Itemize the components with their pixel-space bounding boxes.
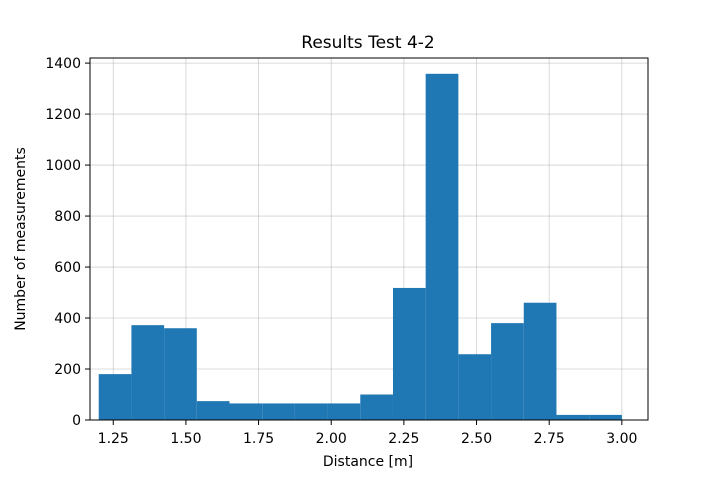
y-tick-label: 1000 — [45, 158, 81, 174]
y-tick-label: 800 — [54, 209, 81, 225]
chart-title: Results Test 4-2 — [301, 33, 434, 53]
histogram-bar-1 — [98, 374, 132, 420]
histogram-bar-2 — [131, 325, 165, 420]
x-tick-label: 2.75 — [534, 431, 565, 447]
histogram-bar-15 — [556, 414, 590, 420]
histogram-bar-11 — [425, 73, 459, 420]
histogram-bar-10 — [392, 287, 426, 420]
x-axis-label: Distance [m] — [323, 454, 413, 470]
plot-frame — [89, 57, 649, 421]
y-tick-label: 400 — [54, 311, 81, 327]
x-tick-label: 1.25 — [98, 431, 129, 447]
histogram-bar-8 — [327, 403, 361, 420]
y-axis-label: Number of measurements — [13, 147, 29, 331]
y-tick-label: 1400 — [45, 56, 81, 72]
y-tick-label: 1200 — [45, 107, 81, 123]
histogram-bar-7 — [294, 403, 328, 420]
axes — [89, 57, 649, 421]
histogram-bar-5 — [229, 403, 263, 420]
histogram-bar-14 — [523, 302, 557, 420]
x-tick-label: 2.50 — [461, 431, 492, 447]
x-axis-ticks: 1.25 1.50 1.75 2.00 2.25 2.50 2.75 3.00 — [98, 420, 637, 447]
x-tick-label: 2.00 — [316, 431, 347, 447]
y-tick-label: 200 — [54, 362, 81, 378]
histogram-bar-6 — [262, 403, 295, 420]
x-tick-label: 1.75 — [243, 431, 274, 447]
x-tick-label: 3.00 — [606, 431, 637, 447]
x-tick-label: 2.25 — [388, 431, 419, 447]
histogram-bars — [98, 73, 622, 420]
y-tick-label: 0 — [72, 413, 81, 429]
x-tick-label: 1.50 — [170, 431, 201, 447]
histogram-bar-16 — [589, 414, 622, 420]
y-tick-label: 600 — [54, 260, 81, 276]
grid-lines — [90, 58, 648, 421]
histogram-bar-12 — [458, 354, 492, 420]
histogram-bar-13 — [491, 323, 524, 420]
histogram-bar-4 — [196, 401, 230, 420]
y-axis-ticks: 0 200 400 600 800 1000 1200 1400 — [45, 56, 90, 429]
histogram-bar-9 — [360, 394, 393, 420]
histogram-bar-3 — [164, 328, 197, 420]
